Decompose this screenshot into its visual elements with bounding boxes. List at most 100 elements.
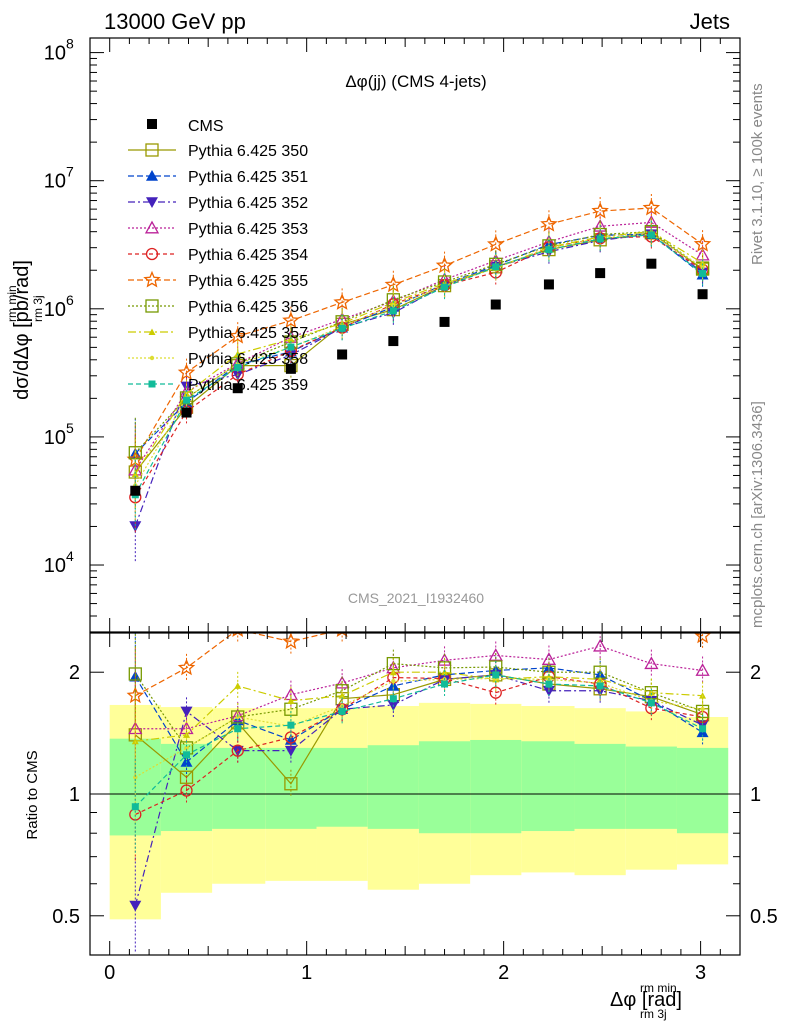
ratio-point — [234, 682, 242, 689]
legend-cms-marker — [147, 119, 157, 129]
legend-marker — [148, 328, 156, 335]
series-point — [183, 396, 191, 404]
series-point — [642, 198, 661, 216]
series-point — [384, 275, 403, 293]
main-frame — [89, 37, 741, 633]
legend-marker — [149, 355, 155, 361]
svg-text:rm 3j: rm 3j — [640, 1007, 667, 1021]
ratio-point — [180, 706, 193, 718]
inner-band — [574, 743, 626, 829]
ratio-point — [437, 609, 451, 623]
series-point — [693, 234, 712, 252]
inner-band — [418, 741, 471, 834]
series-line — [134, 234, 703, 496]
legend-item-cms: CMS — [147, 118, 224, 135]
ratio-point — [284, 745, 297, 757]
series-line — [134, 207, 703, 460]
inner-band — [265, 747, 317, 829]
svg-text:Δφ [rad]: Δφ [rad] — [610, 989, 682, 1011]
inner-band — [470, 739, 522, 834]
ratio-point — [177, 658, 196, 676]
series-point — [545, 246, 553, 254]
ratio-point — [338, 692, 346, 699]
legend-marker — [148, 380, 156, 388]
legend-label: Pythia 6.425 350 — [188, 143, 308, 160]
ratio-point — [699, 725, 707, 733]
ratio-series-10 — [131, 660, 707, 855]
ratio-point — [695, 663, 710, 676]
inner-band — [625, 746, 677, 829]
ratio-line — [134, 663, 703, 749]
cms-point — [285, 363, 296, 374]
legend-label: Pythia 6.425 356 — [188, 299, 308, 316]
svg-text:rm min: rm min — [5, 285, 19, 322]
legend-marker — [145, 299, 159, 313]
x-tick-label: 0 — [104, 962, 115, 984]
series-point — [699, 270, 707, 278]
ratio-point — [389, 695, 397, 703]
ratio-tick-label: 0.5 — [52, 906, 80, 928]
legend-label: Pythia 6.425 357 — [188, 325, 308, 342]
y-tick-label: 10 — [44, 299, 66, 321]
ratio-point — [489, 596, 503, 610]
cms-point — [490, 299, 501, 310]
mcplots-label: mcplots.cern.ch [arXiv:1306.3436] — [749, 401, 766, 628]
ratio-point — [180, 784, 193, 797]
x-tick-label: 1 — [301, 962, 312, 984]
legend-label: Pythia 6.425 355 — [188, 273, 308, 290]
ratio-panel: 0.5 0.5 1 1 2 2 0 1 2 3 — [52, 38, 778, 984]
ratio-point — [644, 611, 658, 625]
series-point — [492, 263, 500, 271]
series-point — [596, 235, 604, 243]
y-tick-exponent: 5 — [66, 420, 74, 436]
ratio-point — [133, 775, 138, 780]
ratio-tick-label-right: 0.5 — [750, 906, 778, 928]
series-point — [229, 326, 247, 344]
legend-label: Pythia 6.425 359 — [188, 377, 308, 394]
ratio-point — [184, 745, 189, 751]
ratio-tick-label: 2 — [69, 662, 80, 684]
series-point — [333, 293, 351, 310]
series-line — [134, 233, 703, 455]
ratio-point — [488, 648, 503, 661]
series-point — [441, 283, 449, 291]
legend: CMS Pythia 6.425 350 Pythia 6.425 351 Pythi… — [128, 118, 308, 394]
series-point — [287, 343, 295, 351]
header-jets-label: Jets — [690, 9, 730, 34]
ratio-point — [545, 680, 553, 688]
x-axis-label: Δφ [rad] rm min rm 3j — [610, 981, 682, 1021]
series-point — [591, 201, 609, 219]
ratio-point — [596, 675, 604, 683]
ratio-series-group — [126, 596, 712, 954]
ratio-y-label: Ratio to CMS — [24, 750, 41, 839]
cms-point — [646, 258, 657, 269]
chart-title: Δφ(jj) (CMS 4-jets) — [345, 72, 486, 91]
series-point — [284, 350, 297, 362]
ratio-point — [231, 744, 244, 757]
series-point — [131, 470, 139, 478]
cms-point — [388, 336, 399, 347]
x-tick-label: 2 — [498, 962, 509, 984]
main-series-group — [126, 194, 712, 562]
ratio-point — [131, 737, 139, 745]
svg-text:dσ/dΔφ [pb/rad]: dσ/dΔφ [pb/rad] — [11, 260, 33, 400]
legend-item-4: Pythia 6.425 353 — [128, 220, 308, 238]
ratio-tick-label-right: 2 — [750, 662, 761, 684]
x-tick-label: 3 — [695, 962, 706, 984]
legend-item-8: Pythia 6.425 357 — [128, 325, 308, 342]
ratio-point — [391, 679, 396, 684]
ratio-point — [338, 707, 346, 715]
ratio-point — [183, 751, 191, 759]
legend-label: Pythia 6.425 352 — [188, 195, 308, 212]
series-point — [234, 364, 242, 372]
ratio-point — [235, 714, 240, 720]
y-tick-label: 10 — [44, 427, 66, 449]
series-line — [134, 233, 703, 486]
uncertainty-bands — [109, 702, 729, 920]
ratio-point — [284, 777, 298, 791]
ratio-tick-label: 1 — [69, 784, 80, 806]
ratio-point — [542, 596, 556, 610]
inner-band — [316, 747, 368, 827]
